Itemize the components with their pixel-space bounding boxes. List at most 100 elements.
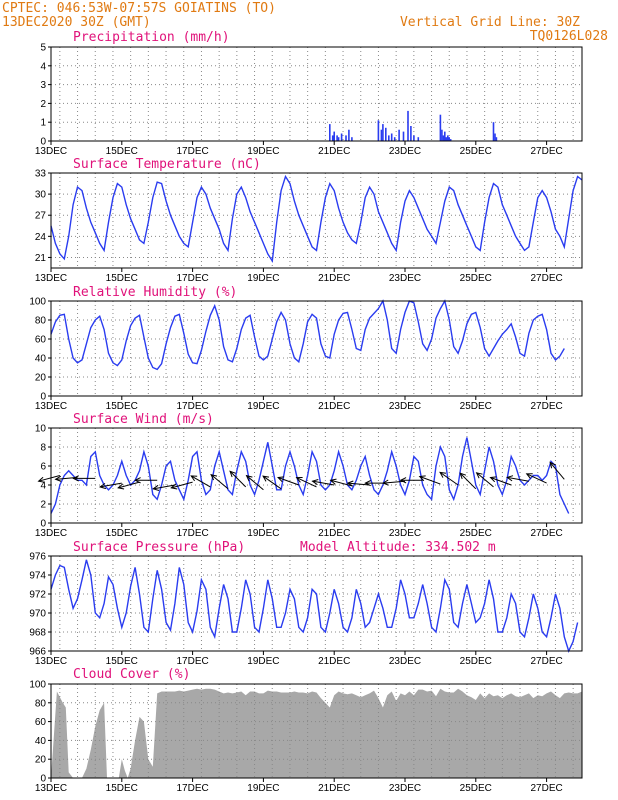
precip-ytick-label: 4 xyxy=(40,61,46,72)
precip-xtick-label: 15DEC xyxy=(106,146,138,157)
rh-ytick-label: 100 xyxy=(29,297,46,308)
cloud-xtick-label: 27DEC xyxy=(530,783,562,794)
header-datetime: 13DEC2020 30Z (GMT) xyxy=(2,15,151,30)
wind-arrow xyxy=(98,482,122,490)
precip-bar xyxy=(439,114,442,141)
precip-bar xyxy=(337,137,340,141)
temp-frame xyxy=(50,172,583,269)
wind-arrow xyxy=(459,472,477,490)
precip-bar xyxy=(442,135,445,141)
temp-xtick-label: 21DEC xyxy=(318,273,350,284)
pressure-xtick-label: 23DEC xyxy=(389,656,421,667)
wind-arrow-head xyxy=(346,480,354,487)
wind-arrow xyxy=(152,484,175,491)
wind-arrow-shaft xyxy=(153,484,175,490)
wind-arrow-head xyxy=(295,477,303,483)
temp-ytick-label: 27 xyxy=(35,211,47,222)
wind-arrow-head xyxy=(549,461,556,469)
wind-xtick-label: 13DEC xyxy=(35,528,67,539)
wind-arrow-shaft xyxy=(459,472,477,490)
wind-arrow-shaft xyxy=(419,476,441,485)
precip-bar xyxy=(351,137,353,141)
rh-panel: Relative Humidity (%) 0 20 40 60 80 100 13DEC 1… xyxy=(29,285,583,412)
precip-panel: Precipitation (mm/h) 0 1 2 3 4 5 13DEC 15DEC 17D… xyxy=(35,30,583,157)
wind-arrow-head xyxy=(277,476,285,483)
pressure-xtick-label: 27DEC xyxy=(530,656,562,667)
wind-ytick-label: 10 xyxy=(35,424,47,435)
wind-panel: Surface Wind (m/s) 0 2 4 6 8 10 13DEC 15DEC 17DE… xyxy=(35,412,583,539)
cloud-xtick-label: 19DEC xyxy=(247,783,279,794)
wind-arrow-shaft xyxy=(190,475,211,488)
wind-arrow-head xyxy=(37,476,45,483)
wind-arrow-shaft xyxy=(229,470,247,488)
cloud-xtick-label: 23DEC xyxy=(389,783,421,794)
wind-xtick-label: 27DEC xyxy=(530,528,562,539)
precip-xtick-label: 17DEC xyxy=(176,146,208,157)
precip-ytick-label: 1 xyxy=(40,118,46,129)
wind-arrow-head xyxy=(439,471,447,478)
wind-arrow-shaft xyxy=(38,475,60,482)
precip-bar xyxy=(385,127,387,141)
rh-xtick-label: 19DEC xyxy=(247,401,279,412)
temp-xtick-label: 15DEC xyxy=(106,273,138,284)
wind-arrow-shaft xyxy=(526,473,547,484)
temp-title: Surface Temperature (nC) xyxy=(73,157,261,172)
wind-arrow-head xyxy=(117,483,125,490)
precip-bar xyxy=(492,122,495,141)
pressure-ytick-label: 972 xyxy=(29,590,46,601)
wind-arrow-shaft xyxy=(262,475,282,490)
wind-xtick-label: 25DEC xyxy=(460,528,492,539)
rh-xtick-label: 13DEC xyxy=(35,401,67,412)
wind-arrow xyxy=(190,475,211,488)
wind-arrow-head xyxy=(381,479,389,486)
wind-arrow-head xyxy=(459,472,467,480)
rh-xtick-label: 25DEC xyxy=(460,401,492,412)
wind-arrow-head xyxy=(54,475,62,482)
wind-arrow-head xyxy=(134,477,141,484)
wind-arrow-shaft xyxy=(490,477,512,486)
precip-bar xyxy=(336,135,338,141)
wind-xtick-label: 21DEC xyxy=(318,528,350,539)
wind-arrow xyxy=(229,470,247,488)
wind-arrow xyxy=(329,478,353,487)
cloud-ytick-label: 40 xyxy=(35,736,47,747)
cloud-area xyxy=(51,688,582,778)
precip-bar xyxy=(331,135,334,141)
precip-bar xyxy=(495,137,498,141)
rh-xtick-label: 17DEC xyxy=(176,401,208,412)
wind-arrow-shaft xyxy=(118,481,140,489)
rh-ytick-label: 0 xyxy=(40,392,46,403)
wind-ytick-label: 6 xyxy=(40,462,46,473)
precip-bar xyxy=(390,133,393,141)
precip-bar xyxy=(417,137,420,141)
wind-arrow-head xyxy=(418,475,426,482)
temp-ytick-label: 24 xyxy=(35,232,47,243)
cloud-ytick-label: 20 xyxy=(35,755,47,766)
wind-arrow-shaft xyxy=(330,479,353,487)
wind-arrow xyxy=(262,475,282,490)
wind-arrow-head xyxy=(525,473,533,479)
precip-bar xyxy=(348,129,350,141)
temp-ytick-label: 30 xyxy=(35,190,47,201)
precip-bar xyxy=(345,135,347,141)
precip-bar xyxy=(380,129,383,141)
cloud-title: Cloud Cover (%) xyxy=(73,667,190,682)
cloud-ytick-label: 80 xyxy=(35,698,47,709)
precip-bar xyxy=(441,129,443,141)
header-model-code: TQ0126L028 xyxy=(530,29,608,44)
precip-bar xyxy=(448,137,450,141)
header-grid-line: Vertical Grid Line: 30Z xyxy=(400,15,580,30)
wind-arrow xyxy=(489,476,512,486)
wind-arrow xyxy=(170,481,193,490)
wind-arrow-head xyxy=(329,478,337,485)
precip-xtick-label: 27DEC xyxy=(530,146,562,157)
pressure-title: Surface Pressure (hPa) xyxy=(73,540,245,555)
wind-ytick-label: 0 xyxy=(40,519,46,530)
wind-arrow-head xyxy=(245,474,253,482)
wind-arrow-shaft xyxy=(171,481,193,489)
pressure-ytick-label: 974 xyxy=(29,571,46,582)
wind-arrow-head xyxy=(311,479,319,486)
precip-xtick-label: 13DEC xyxy=(35,146,67,157)
precip-bar xyxy=(413,135,415,141)
temp-ytick-label: 21 xyxy=(35,253,47,264)
